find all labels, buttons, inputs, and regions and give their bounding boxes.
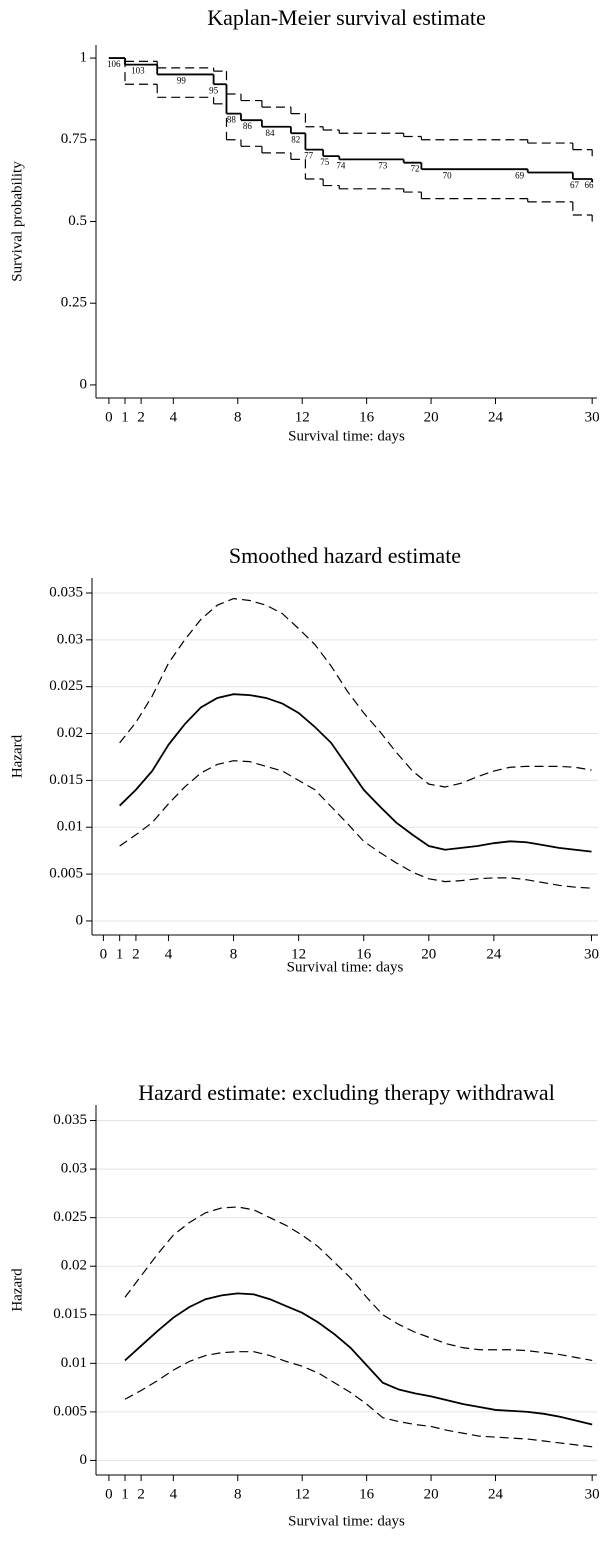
at-risk-label: 82	[291, 134, 300, 144]
x-tick-label: 2	[132, 946, 140, 962]
series-line	[124, 1351, 593, 1448]
y-tick-label: 0.005	[53, 1403, 87, 1419]
x-tick-label: 20	[424, 409, 439, 425]
at-risk-label: 106	[107, 59, 121, 69]
y-tick-label: 0.025	[53, 1209, 87, 1225]
x-tick-label: 20	[421, 946, 436, 962]
x-tick-label: 30	[585, 409, 600, 425]
at-risk-label: 99	[177, 75, 187, 85]
x-tick-label: 1	[121, 1486, 129, 1502]
y-tick-label: 0.03	[57, 631, 83, 647]
at-risk-label: 86	[243, 121, 253, 131]
x-axis-label: Survival time: days	[288, 428, 405, 444]
y-tick-label: 0	[80, 376, 88, 392]
y-tick-label: 0.005	[49, 866, 83, 882]
x-tick-label: 8	[234, 1486, 242, 1502]
series-line	[124, 1206, 593, 1362]
y-tick-label: 0.025	[49, 678, 83, 694]
x-tick-label: 12	[295, 1486, 310, 1502]
chart-panel: Kaplan-Meier survival estimate Survival p…	[9, 5, 599, 444]
y-tick-label: 0.015	[49, 772, 83, 788]
at-risk-label: 69	[515, 170, 525, 180]
x-axis-label: Survival time: days	[287, 959, 404, 975]
x-tick-label: 4	[170, 1486, 178, 1502]
x-tick-label: 12	[295, 409, 310, 425]
y-tick-label: 0	[80, 1452, 88, 1468]
y-tick-label: 0.25	[61, 295, 87, 311]
at-risk-label: 67	[570, 180, 580, 190]
at-risk-label: 74	[336, 160, 346, 170]
x-tick-label: 24	[488, 1486, 504, 1502]
x-tick-label: 1	[121, 409, 129, 425]
series-line	[119, 693, 592, 853]
at-risk-label: 70	[443, 170, 453, 180]
at-risk-label: 75	[320, 157, 330, 167]
x-tick-label: 20	[424, 1486, 439, 1502]
y-tick-label: 0.015	[53, 1306, 87, 1322]
x-tick-label: 24	[486, 946, 502, 962]
x-tick-label: 16	[359, 1486, 375, 1502]
y-tick-label: 1	[80, 50, 88, 66]
at-risk-label: 103	[131, 66, 145, 76]
x-tick-label: 8	[230, 946, 238, 962]
x-tick-label: 2	[137, 409, 145, 425]
x-tick-label: 1	[116, 946, 124, 962]
x-tick-label: 0	[100, 946, 108, 962]
x-tick-label: 4	[170, 409, 178, 425]
x-axis-label: Survival time: days	[288, 1513, 405, 1529]
chart-title: Smoothed hazard estimate	[229, 543, 461, 568]
x-tick-label: 0	[105, 1486, 113, 1502]
x-tick-label: 30	[585, 1486, 600, 1502]
x-tick-label: 8	[234, 409, 242, 425]
x-tick-label: 12	[291, 946, 306, 962]
y-axis-label: Hazard	[9, 1268, 25, 1312]
at-risk-label: 88	[227, 115, 237, 125]
chart-panel: Smoothed hazard estimate Hazard Survival t…	[9, 543, 599, 975]
y-tick-label: 0.5	[68, 213, 87, 229]
chart-title: Kaplan-Meier survival estimate	[207, 5, 486, 30]
y-tick-label: 0.75	[61, 131, 87, 147]
x-tick-label: 30	[584, 946, 599, 962]
y-axis-label: Survival probability	[9, 161, 25, 282]
chart-panel: Hazard estimate: excluding therapy withd…	[9, 1080, 599, 1529]
at-risk-label: 66	[584, 180, 594, 190]
chart-title: Hazard estimate: excluding therapy withd…	[138, 1080, 555, 1105]
x-tick-label: 0	[105, 409, 113, 425]
y-tick-label: 0.035	[49, 584, 83, 600]
at-risk-label: 77	[304, 151, 314, 161]
y-tick-label: 0.02	[61, 1258, 87, 1274]
series-line	[119, 598, 592, 788]
y-tick-label: 0.01	[57, 819, 83, 835]
x-tick-label: 4	[165, 946, 173, 962]
at-risk-label: 84	[265, 128, 275, 138]
x-tick-label: 2	[137, 1486, 145, 1502]
y-axis-label: Hazard	[9, 734, 25, 778]
series-line	[124, 1292, 593, 1426]
at-risk-label: 72	[410, 164, 419, 174]
y-tick-label: 0.03	[61, 1161, 87, 1177]
y-tick-label: 0.035	[53, 1112, 87, 1128]
x-tick-label: 24	[488, 409, 504, 425]
at-risk-label: 95	[209, 85, 219, 95]
series-line	[119, 760, 592, 889]
y-tick-label: 0	[76, 912, 84, 928]
at-risk-label: 73	[378, 160, 388, 170]
x-tick-label: 16	[359, 409, 375, 425]
y-tick-label: 0.02	[57, 725, 83, 741]
y-tick-label: 0.01	[61, 1355, 87, 1371]
x-tick-label: 16	[356, 946, 372, 962]
